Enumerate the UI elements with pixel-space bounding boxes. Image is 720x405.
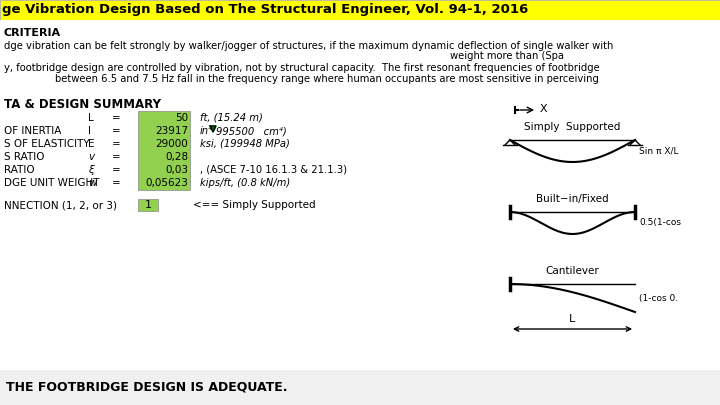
Text: 50: 50 [175,113,188,123]
Text: =: = [112,113,121,123]
Text: DGE UNIT WEIGHT: DGE UNIT WEIGHT [4,178,99,188]
Text: w: w [88,178,96,188]
Text: E: E [88,139,94,149]
Text: L: L [570,314,575,324]
Text: =: = [112,152,121,162]
Text: weight more than (Spa: weight more than (Spa [450,51,564,61]
FancyBboxPatch shape [0,0,720,20]
Text: =: = [112,178,121,188]
Text: (1-cos 0.: (1-cos 0. [639,294,678,303]
Text: Simply  Supported: Simply Supported [524,122,621,132]
Text: between 6.5 and 7.5 Hz fall in the frequency range where human occupants are mos: between 6.5 and 7.5 Hz fall in the frequ… [55,74,599,84]
Text: X: X [540,104,548,114]
Text: L: L [88,113,94,123]
Text: OF INERTIA: OF INERTIA [4,126,61,136]
Text: Built−in/Fixed: Built−in/Fixed [536,194,609,204]
Text: <== Simply Supported: <== Simply Supported [193,200,315,210]
Text: , (ASCE 7-10 16.1.3 & 21.1.3): , (ASCE 7-10 16.1.3 & 21.1.3) [200,165,347,175]
Text: =: = [112,139,121,149]
Text: THE FOOTBRIDGE DESIGN IS ADEQUATE.: THE FOOTBRIDGE DESIGN IS ADEQUATE. [6,381,287,394]
Text: 29000: 29000 [156,139,188,149]
Text: 0.5(1-cos: 0.5(1-cos [639,219,681,228]
Text: ksi, (199948 MPa): ksi, (199948 MPa) [200,139,290,149]
Text: I: I [88,126,91,136]
FancyBboxPatch shape [0,370,720,405]
Text: 0,03: 0,03 [165,165,188,175]
Text: 0,05623: 0,05623 [145,178,188,188]
Text: ge Vibration Design Based on The Structural Engineer, Vol. 94-1, 2016: ge Vibration Design Based on The Structu… [2,4,528,17]
Text: 23917: 23917 [155,126,188,136]
Text: in⁴: in⁴ [200,126,213,136]
Text: 995500   cm⁴): 995500 cm⁴) [216,126,287,136]
Text: 0,28: 0,28 [165,152,188,162]
Text: y, footbridge design are controlled by vibration, not by structural capacity.  T: y, footbridge design are controlled by v… [4,63,600,73]
Text: =: = [112,165,121,175]
Text: dge vibration can be felt strongly by walker/jogger of structures, if the maximu: dge vibration can be felt strongly by wa… [4,41,613,51]
Text: Sin π X/L: Sin π X/L [639,147,678,156]
Polygon shape [210,126,216,132]
Text: CRITERIA: CRITERIA [4,28,61,38]
Text: =: = [112,126,121,136]
Text: TA & DESIGN SUMMARY: TA & DESIGN SUMMARY [4,98,161,111]
Text: S RATIO: S RATIO [4,152,45,162]
FancyBboxPatch shape [138,111,190,190]
Text: v: v [88,152,94,162]
Text: 1: 1 [145,200,151,210]
FancyBboxPatch shape [0,20,720,405]
Text: RATIO: RATIO [4,165,35,175]
Text: ft, (15.24 m): ft, (15.24 m) [200,113,263,123]
FancyBboxPatch shape [138,199,158,211]
Text: ξ: ξ [88,165,94,175]
Text: kips/ft, (0.8 kN/m): kips/ft, (0.8 kN/m) [200,178,290,188]
Text: S OF ELASTICITY: S OF ELASTICITY [4,139,89,149]
Text: NNECTION (1, 2, or 3): NNECTION (1, 2, or 3) [4,200,117,210]
Text: Cantilever: Cantilever [546,266,599,276]
